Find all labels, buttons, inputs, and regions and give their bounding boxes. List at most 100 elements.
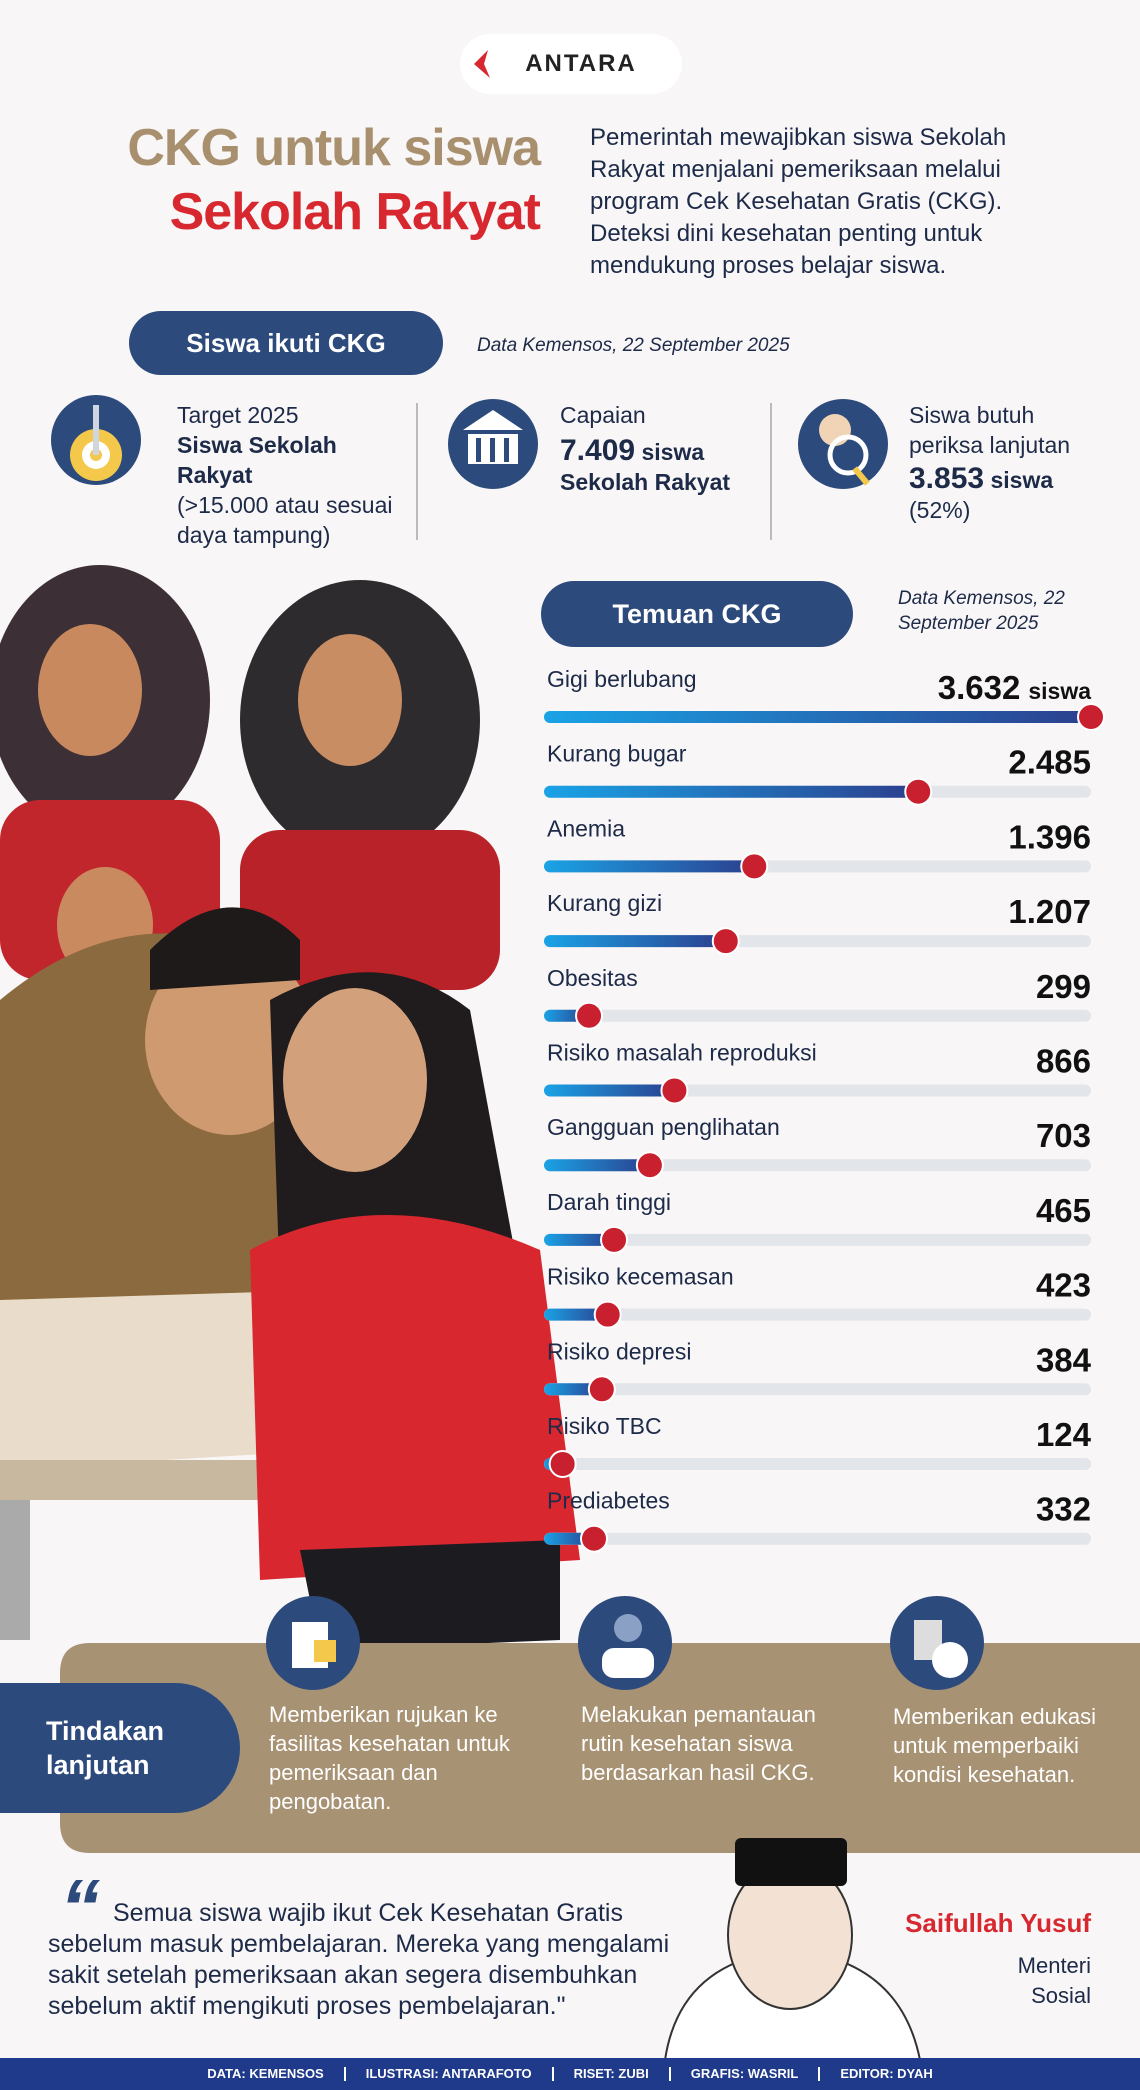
follow-up-label: Tindakan lanjutan <box>0 1683 240 1813</box>
quote-role: Sosial <box>1031 1983 1091 2008</box>
bar-track <box>544 1308 1091 1321</box>
bar-marker <box>711 927 740 956</box>
source-note: Data Kemensos, 22 September 2025 <box>477 335 790 356</box>
category-label: Gigi berlubang <box>547 666 697 692</box>
stat: Target 2025 Siswa Sekolah Rakyat (>15.00… <box>177 400 407 550</box>
bar <box>544 860 755 873</box>
value-label: 866 <box>1036 1043 1091 1080</box>
category-label: Gangguan penglihatan <box>547 1114 780 1140</box>
value-label: 3.632 siswa <box>938 669 1091 706</box>
value-label-number: 299 <box>1036 968 1091 1005</box>
quote-role: Menteri <box>1017 1953 1091 1978</box>
follow-up-item: Memberikan edukasi untuk memperbaiki kon… <box>893 1704 1096 1787</box>
title-line-1: CKG untuk siswa <box>127 119 541 177</box>
value-label-number: 1.207 <box>1008 893 1091 930</box>
value-label: 703 <box>1036 1117 1091 1154</box>
value-label-number: 465 <box>1036 1192 1091 1229</box>
bar-track <box>544 1458 1091 1470</box>
chart: Gigi berlubang 3.632 siswa Kurang bugar 2.48… <box>544 666 1105 1553</box>
bar-marker <box>575 1001 604 1030</box>
stat-heading: Target 2025 <box>177 402 299 428</box>
bar <box>544 1308 608 1321</box>
portrait <box>663 1838 922 2061</box>
bar-marker <box>580 1524 609 1553</box>
stat-value: 3.853 <box>909 462 985 495</box>
credit: ILUSTRASI: ANTARAFOTO <box>343 2067 552 2081</box>
quote-mark: “ <box>60 1863 100 1952</box>
bar-track <box>544 1233 1091 1246</box>
value-label: 1.207 <box>1008 893 1091 930</box>
credit: GRAFIS: WASRIL <box>668 2067 819 2081</box>
icon-target <box>51 395 141 485</box>
bar-marker <box>904 777 933 806</box>
bar-marker <box>660 1076 689 1105</box>
stat-value: 7.409 <box>560 434 636 467</box>
bar <box>544 1383 602 1396</box>
value-label-number: 124 <box>1036 1416 1092 1453</box>
bar <box>544 711 1091 723</box>
stat-suffix: siswa Sekolah Rakyat <box>560 439 731 495</box>
icon-building <box>448 399 538 489</box>
bar <box>544 935 726 948</box>
stat: Siswa butuh periksa lanjutan 3.853 siswa… <box>909 400 1109 525</box>
category-label: Darah tinggi <box>547 1189 671 1215</box>
value-label: 465 <box>1036 1192 1091 1229</box>
bar-marker <box>548 1450 577 1478</box>
bar-marker <box>587 1375 616 1404</box>
category-label: Risiko masalah reproduksi <box>547 1040 817 1066</box>
bar-marker <box>593 1300 622 1329</box>
credit: DATA: KEMENSOS <box>207 2066 324 2081</box>
value-label: 2.485 <box>1008 744 1091 781</box>
value-label: 384 <box>1036 1341 1092 1378</box>
category-label: Prediabetes <box>547 1488 670 1514</box>
chart-source: Data Kemensos, 22 September 2025 <box>898 588 1065 634</box>
follow-up-label-text: Tindakan lanjutan <box>46 1716 165 1780</box>
stat-note: (>15.000 atau sesuai daya tampung) <box>177 492 393 548</box>
bar <box>544 785 919 798</box>
icon-check <box>798 399 888 489</box>
logo-badge <box>460 34 682 94</box>
bar-track <box>544 1532 1091 1545</box>
category-label: Risiko kecemasan <box>547 1264 734 1290</box>
bar-track <box>544 1159 1091 1172</box>
bar-marker <box>1077 703 1105 731</box>
category-label: Kurang bugar <box>547 741 687 767</box>
value-label-number: 332 <box>1036 1491 1091 1528</box>
value-label: 1.396 <box>1008 818 1091 855</box>
value-label: 299 <box>1036 968 1091 1005</box>
title-line-2: Sekolah Rakyat <box>169 183 541 241</box>
follow-up-band <box>60 1643 1140 1853</box>
category-label: Risiko TBC <box>547 1413 662 1439</box>
stat-suffix: siswa <box>990 467 1054 493</box>
description: Pemerintah mewajibkan siswa Sekolah Raky… <box>590 124 1007 279</box>
section-label: Siswa ikuti CKG <box>129 311 443 375</box>
bar <box>544 1159 650 1172</box>
value-label-number: 3.632 <box>938 669 1021 706</box>
bar-marker <box>635 1151 664 1180</box>
value-label-number: 1.396 <box>1008 818 1091 855</box>
category-label: Obesitas <box>547 965 638 991</box>
bar-marker <box>600 1225 629 1254</box>
value-unit: siswa <box>1028 678 1091 704</box>
value-label-number: 423 <box>1036 1267 1091 1304</box>
logo-text: ANTARA <box>525 50 637 77</box>
stat-heading: Capaian <box>560 402 646 428</box>
value-label-number: 2.485 <box>1008 744 1091 781</box>
stat-heading: Siswa butuh periksa lanjutan <box>909 402 1071 458</box>
category-label: Risiko depresi <box>547 1338 691 1364</box>
bar-track <box>544 1383 1091 1396</box>
category-label: Kurang gizi <box>547 890 662 916</box>
quote-name: Saifullah Yusuf <box>905 1908 1091 1938</box>
value-label: 124 <box>1036 1416 1092 1453</box>
value-label: 332 <box>1036 1491 1091 1528</box>
icon-referral <box>266 1596 360 1690</box>
bar <box>544 1233 615 1246</box>
stat-note: (52%) <box>909 497 971 523</box>
credit: RISET: ZUBI <box>551 2067 669 2081</box>
follow-up-item: Melakukan pemantauan rutin kesehatan sis… <box>581 1702 816 1785</box>
bar-marker <box>740 852 769 881</box>
category-label: Anemia <box>547 815 625 841</box>
bar <box>544 1084 675 1097</box>
stat: Capaian 7.409 siswa Sekolah Rakyat <box>560 400 760 497</box>
